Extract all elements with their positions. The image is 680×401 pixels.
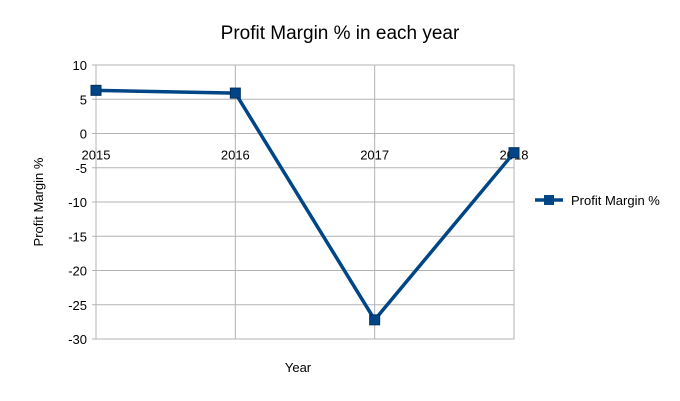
plot-area-border [95,64,515,340]
series-layer [90,84,520,326]
y-tick-label: -5 [75,161,87,176]
x-tick-label: 2017 [360,148,389,163]
legend: Profit Margin % [535,193,660,208]
y-tick-label: -20 [68,264,87,279]
y-axis-label: Profit Margin % [31,157,46,246]
data-point-marker [90,84,102,96]
legend-label: Profit Margin % [571,193,660,208]
series-line [95,88,516,322]
y-tick-label: 5 [80,92,87,107]
chart-title: Profit Margin % in each year [221,23,460,44]
y-axis-ticks: 10 5 0 -5 -10 -15 -20 -25 -30 [68,58,87,347]
x-tick-label: 2016 [221,148,250,163]
y-tick-label: -10 [68,195,87,210]
x-tick-label: 2015 [82,148,111,163]
plot-frame [95,64,515,340]
y-tick-label: 0 [80,127,87,142]
y-tick-label: -25 [68,298,87,313]
data-point-marker [369,314,381,326]
y-tick-label: -30 [68,332,87,347]
legend-marker [544,195,554,205]
data-point-marker [229,87,241,99]
x-axis-label: Year [285,360,312,375]
y-tick-label: -15 [68,229,87,244]
y-tick-label: 10 [73,58,87,73]
data-point-marker [508,147,520,159]
